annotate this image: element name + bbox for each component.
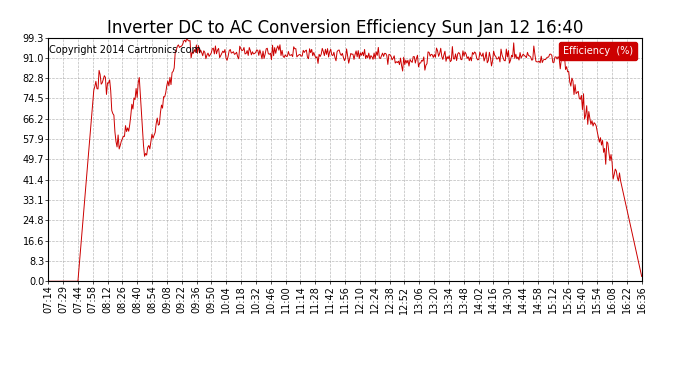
Text: Copyright 2014 Cartronics.com: Copyright 2014 Cartronics.com — [50, 45, 201, 55]
Title: Inverter DC to AC Conversion Efficiency Sun Jan 12 16:40: Inverter DC to AC Conversion Efficiency … — [107, 20, 583, 38]
Legend: Efficiency  (%): Efficiency (%) — [559, 42, 637, 60]
